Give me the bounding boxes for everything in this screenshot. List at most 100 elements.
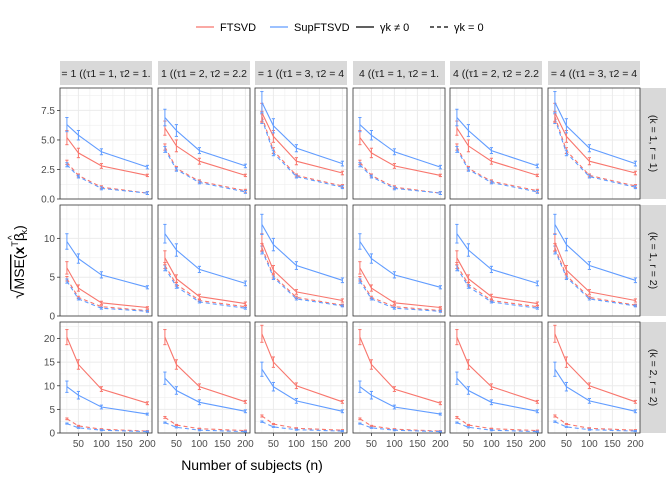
x-tick-label: 50	[73, 439, 85, 450]
series-line-ftsvd	[164, 336, 246, 403]
panel-border	[352, 321, 446, 434]
x-tick-label: 150	[506, 439, 523, 450]
x-tick-label: 100	[191, 439, 208, 450]
row-strip-background	[640, 88, 666, 199]
y-title-radical: √	[9, 289, 28, 299]
series-line-ftsvd0	[261, 415, 343, 431]
series-line-ftsvd	[164, 127, 246, 176]
facet-panel	[59, 204, 153, 317]
y-tick-label: 0.0	[41, 195, 55, 206]
panel-border	[254, 321, 348, 434]
series-line-ftsvd0	[359, 418, 441, 432]
row-strip-background	[640, 322, 666, 433]
panel-border	[254, 204, 348, 317]
x-tick-label: 150	[311, 439, 328, 450]
series-line-ftsvd0	[164, 146, 246, 192]
series-line-supftsvd	[164, 377, 246, 412]
series-line-ftsvd	[66, 137, 148, 176]
row-strip: (k = 1, r = 1)	[640, 88, 666, 199]
series-line-ftsvd	[554, 333, 636, 403]
series-line-supftsvd0	[66, 164, 148, 194]
panel-border	[157, 87, 251, 200]
series-line-supftsvd	[359, 241, 441, 288]
y-tick-label: 5	[49, 273, 55, 284]
panel-background	[353, 88, 445, 199]
column-strip-label: 4 ((τ1 = 1, τ2 = 1.	[359, 68, 439, 80]
y-axis-title: √MSE(xTβ^k)	[7, 225, 29, 299]
series-line-ftsvd0	[554, 116, 636, 187]
series-line-ftsvd	[261, 242, 343, 302]
series-line-ftsvd0	[261, 247, 343, 306]
series-line-supftsvd0	[261, 421, 343, 432]
series-line-supftsvd	[554, 101, 636, 165]
series-line-supftsvd0	[554, 421, 636, 432]
series-line-ftsvd	[359, 137, 441, 176]
x-tick-label: 50	[366, 439, 378, 450]
facet-panel	[157, 321, 251, 434]
series-line-supftsvd0	[456, 267, 538, 309]
series-line-ftsvd	[261, 333, 343, 403]
y-tick-label: 2.5	[41, 165, 55, 176]
legend-label-linetype-dashed: γk = 0	[454, 22, 484, 34]
series-line-ftsvd0	[66, 418, 148, 432]
series-line-supftsvd	[456, 377, 538, 412]
series-line-ftsvd	[554, 112, 636, 174]
panel-background	[60, 205, 152, 316]
panel-background	[548, 88, 640, 199]
x-tick-label: 200	[237, 439, 254, 450]
series-line-ftsvd	[359, 336, 441, 404]
x-tick-label: 100	[581, 439, 598, 450]
panel-border	[59, 321, 153, 434]
y-title-x: x	[11, 246, 27, 254]
x-tick-label: 50	[171, 439, 183, 450]
series-line-ftsvd0	[261, 116, 343, 187]
facet-panel	[352, 204, 446, 317]
column-strip: = 1 ((τ1 = 1, τ2 = 1.	[60, 61, 152, 85]
facet-panel	[449, 321, 543, 434]
facet-panel	[157, 87, 251, 200]
series-line-supftsvd	[164, 233, 246, 284]
series-line-ftsvd	[456, 257, 538, 305]
series-line-supftsvd0	[66, 280, 148, 312]
x-tick-label: 150	[214, 439, 231, 450]
facet-panel	[157, 204, 251, 317]
row-strip-background	[640, 205, 666, 316]
legend-label-linetype-solid: γk ≠ 0	[380, 22, 409, 34]
facet-panel	[547, 87, 641, 200]
facet-panel	[352, 321, 446, 434]
series-line-supftsvd	[66, 386, 148, 415]
column-strip-background	[353, 61, 445, 85]
column-strip: = 1 ((τ1 = 3, τ2 = 4	[255, 61, 347, 85]
x-tick-label: 100	[288, 439, 305, 450]
x-tick-label: 50	[463, 439, 475, 450]
series-line-ftsvd0	[456, 265, 538, 308]
series-line-supftsvd0	[456, 149, 538, 193]
panel-background	[548, 322, 640, 433]
series-line-supftsvd	[261, 368, 343, 412]
series-line-supftsvd0	[456, 422, 538, 433]
y-title-mse: MSE(	[11, 254, 27, 289]
x-tick-label: 200	[627, 439, 644, 450]
series-line-ftsvd0	[66, 278, 148, 312]
series-line-ftsvd	[456, 127, 538, 176]
y-tick-label: 10	[44, 234, 56, 245]
column-strip: = 4 ((τ1 = 3, τ2 = 4	[548, 61, 640, 85]
column-strip: 1 ((τ1 = 2, τ2 = 2.2	[158, 61, 250, 85]
panel-background	[353, 322, 445, 433]
series-line-ftsvd0	[66, 162, 148, 194]
series-line-supftsvd0	[359, 164, 441, 194]
panel-background	[158, 88, 250, 199]
panel-background	[158, 205, 250, 316]
column-strip: 4 ((τ1 = 1, τ2 = 1.	[353, 61, 445, 85]
series-line-ftsvd	[66, 336, 148, 404]
series-line-ftsvd0	[456, 146, 538, 192]
facet-strips: = 1 ((τ1 = 1, τ2 = 1. 1 ((τ1 = 2, τ2 = 2.…	[60, 61, 666, 433]
column-strip-label: = 1 ((τ1 = 3, τ2 = 4	[258, 68, 344, 80]
panel-border	[449, 204, 543, 317]
series-line-ftsvd0	[359, 278, 441, 312]
panel-border	[352, 87, 446, 200]
x-tick-label: 50	[268, 439, 280, 450]
y-tick-label: 15	[44, 358, 56, 369]
